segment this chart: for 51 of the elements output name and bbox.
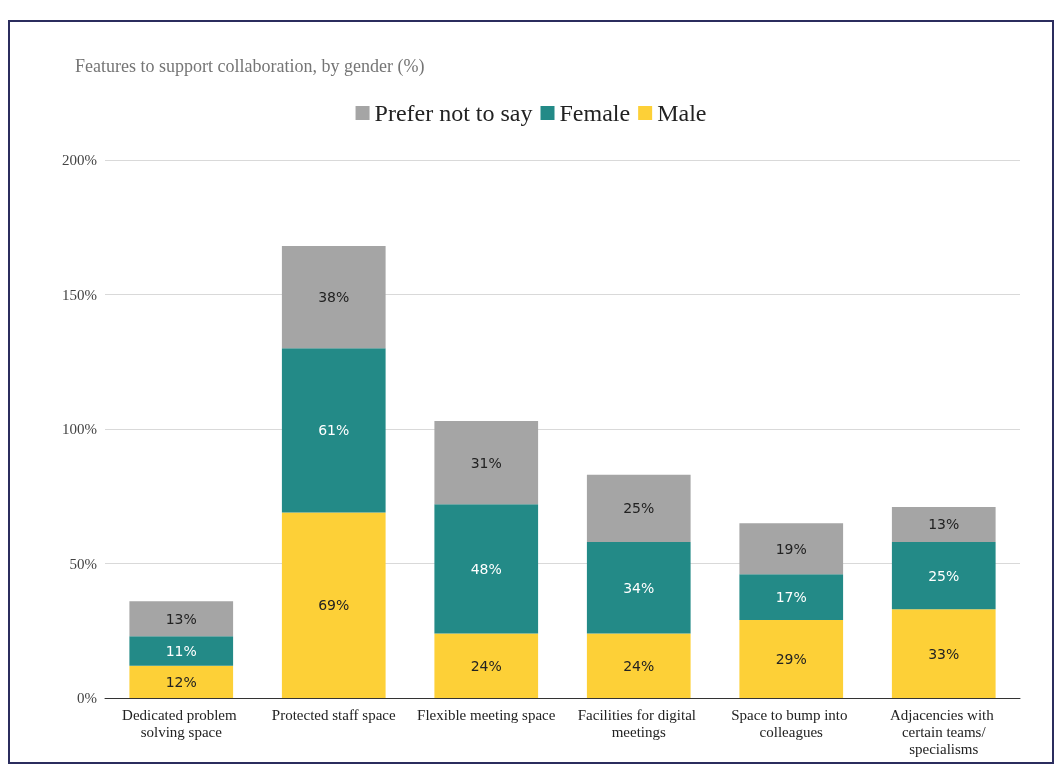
data-label: 25% <box>623 500 655 517</box>
legend-label: Prefer not to say <box>374 100 533 126</box>
data-label: 13% <box>165 610 197 627</box>
data-label: 38% <box>318 289 350 306</box>
data-label: 48% <box>470 560 502 577</box>
data-label: 31% <box>470 454 502 471</box>
data-label: 17% <box>775 589 807 606</box>
data-label: 29% <box>775 650 807 667</box>
legend-label: Male <box>657 100 707 126</box>
bar <box>281 246 386 349</box>
bar <box>434 504 539 634</box>
x-tick-label: Flexible meeting space <box>417 706 556 723</box>
data-label: 69% <box>318 597 350 614</box>
bar <box>586 541 691 634</box>
bar <box>434 633 539 698</box>
bar <box>129 665 234 698</box>
x-tick-label: Space to bump into colleagues <box>731 706 852 740</box>
data-label: 61% <box>318 422 350 439</box>
y-tick-label: 50% <box>69 555 97 572</box>
bar <box>891 541 996 610</box>
y-tick-label: 100% <box>62 421 97 437</box>
bar <box>129 636 234 666</box>
data-label: 24% <box>623 657 655 674</box>
bar <box>891 507 996 542</box>
bar <box>129 601 234 637</box>
legend-label: Female <box>559 100 631 126</box>
x-tick-label: Adjacencies with certain teams/specialisms <box>890 706 998 757</box>
bar <box>586 633 691 698</box>
bar <box>281 348 386 513</box>
data-label: 11% <box>165 642 197 659</box>
bar <box>434 420 539 505</box>
x-tick-label: Protected staff space <box>271 706 397 723</box>
data-label: 19% <box>775 540 807 557</box>
x-tick-label: Facilities for digital meetings <box>577 706 700 740</box>
data-label: 33% <box>928 645 960 662</box>
bar <box>281 512 386 698</box>
bar <box>586 474 691 542</box>
bar <box>739 574 844 620</box>
data-label: 13% <box>928 516 960 533</box>
data-label: 34% <box>623 579 655 596</box>
bar <box>739 523 844 575</box>
y-tick-label: 0% <box>77 690 97 706</box>
x-tick-label: Dedicated problem solving space <box>122 706 241 740</box>
data-label: 24% <box>470 657 502 674</box>
y-tick-label: 200% <box>62 152 97 168</box>
bar <box>739 619 844 698</box>
data-label: 12% <box>165 673 197 690</box>
data-label: 25% <box>928 567 960 584</box>
chart-title: Features to support collaboration, by gender (%) <box>75 56 425 77</box>
y-tick-label: 150% <box>62 286 97 303</box>
bar <box>891 609 996 698</box>
